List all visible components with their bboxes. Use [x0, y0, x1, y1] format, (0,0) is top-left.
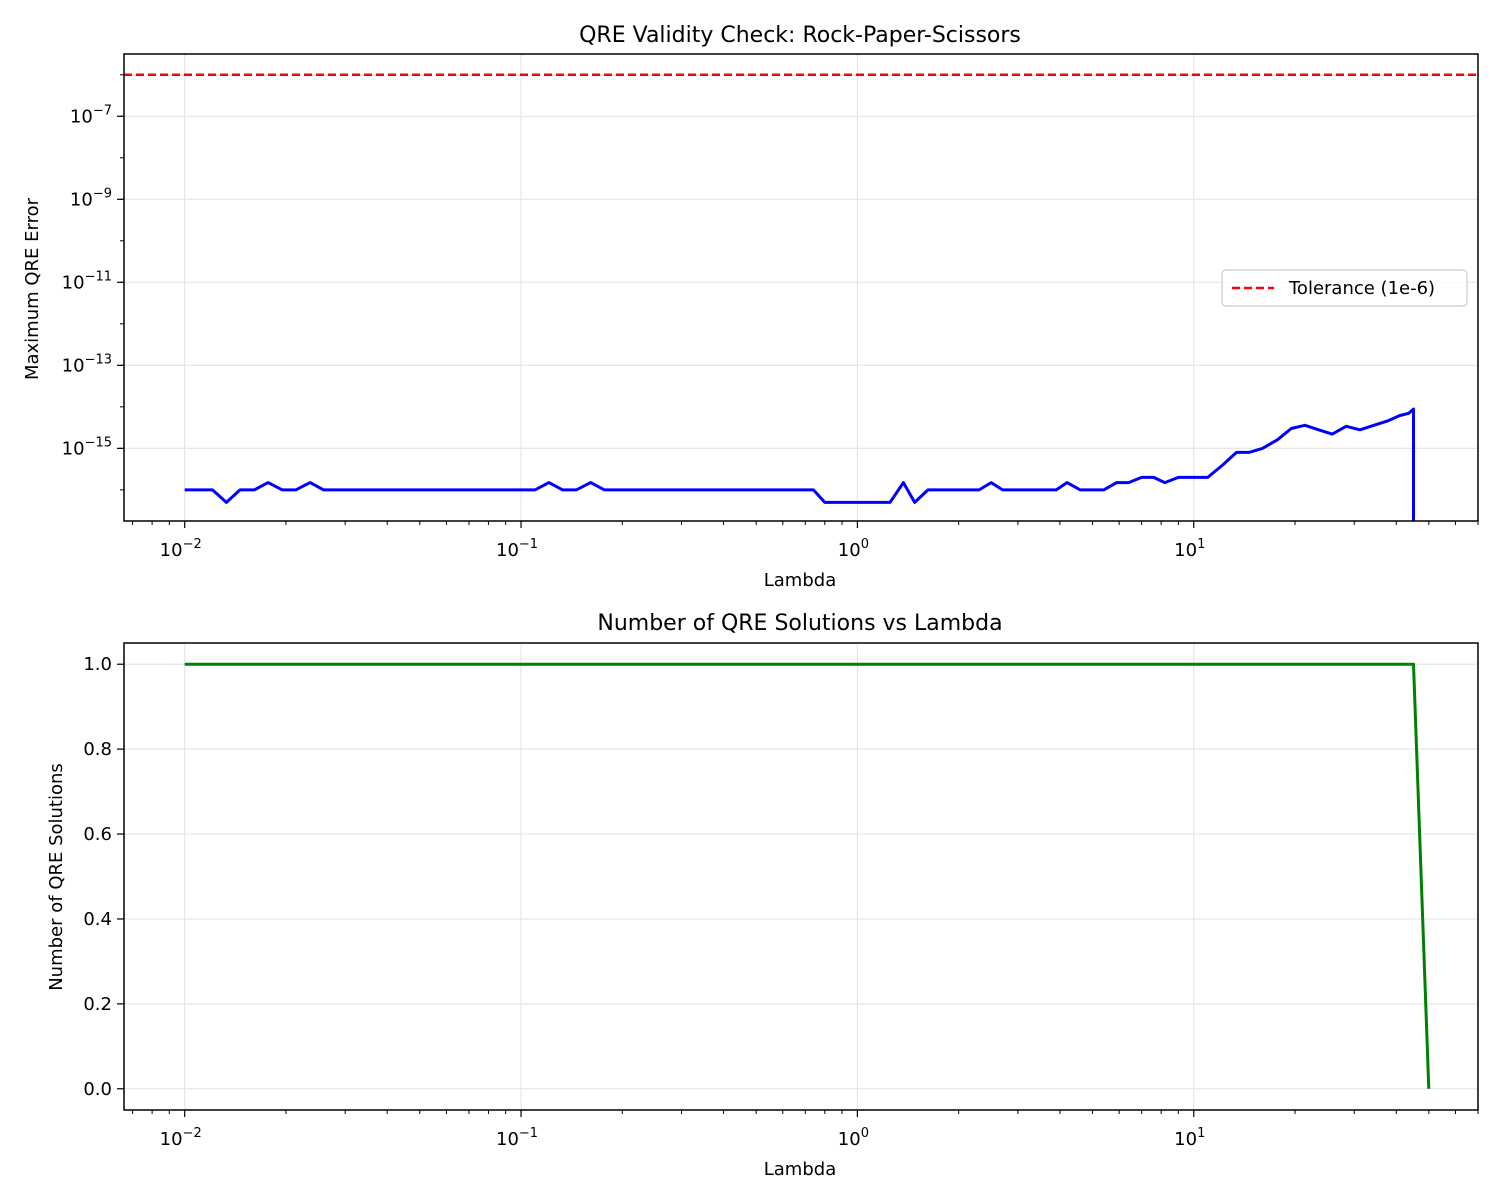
x-tick-label: 10−2 — [160, 537, 202, 561]
y-tick-label: 0.6 — [83, 824, 112, 845]
error-series-layer — [124, 73, 1478, 521]
x-tick-label: 101 — [1174, 537, 1205, 561]
solutions-grid — [124, 643, 1478, 1110]
solutions-x-axis-label: Lambda — [764, 1159, 836, 1180]
x-tick-label: 101 — [1174, 1126, 1205, 1150]
legend-box — [1221, 269, 1468, 307]
error-axis-ticks: 10−2 10−1 100 101 10−7 10−9 10−11 10−13 10−15 — [62, 74, 1479, 561]
solutions-plot-frame — [123, 642, 1479, 1111]
x-tick-label: 100 — [838, 537, 869, 561]
x-tick-label: 10−2 — [160, 1126, 202, 1150]
y-tick-label: 0.0 — [83, 1079, 112, 1100]
solutions-chart-title: Number of QRE Solutions vs Lambda — [597, 611, 1002, 636]
y-tick-label: 0.2 — [83, 994, 112, 1015]
x-tick-label: 100 — [838, 1126, 869, 1150]
error-y-axis-label: Maximum QRE Error — [22, 197, 43, 380]
error-subplot: QRE Validity Check: Rock-Paper-Scissors … — [22, 23, 1479, 591]
legend: Tolerance (1e-6) — [1221, 269, 1468, 307]
solutions-series-line — [184, 662, 1431, 1089]
solutions-y-axis-label: Number of QRE Solutions — [46, 763, 67, 991]
y-tick-label: 10−7 — [70, 103, 112, 127]
solutions-subplot: Number of QRE Solutions vs Lambda 10−2 10… — [46, 611, 1479, 1180]
y-tick-label: 10−11 — [62, 269, 112, 293]
error-chart-title: QRE Validity Check: Rock-Paper-Scissors — [579, 23, 1021, 48]
legend-tolerance-label: Tolerance (1e-6) — [1288, 278, 1435, 299]
solutions-axis-ticks: 10−2 10−1 100 101 0.0 0.2 0.4 0.6 0.8 1.0 — [83, 654, 1479, 1150]
y-tick-label: 0.8 — [83, 739, 112, 760]
error-series-line — [184, 407, 1415, 521]
y-tick-label: 10−13 — [62, 352, 112, 376]
error-x-axis-label: Lambda — [764, 570, 836, 591]
solutions-series-layer — [184, 662, 1431, 1089]
y-tick-label: 10−9 — [70, 186, 112, 210]
error-grid — [124, 54, 1478, 521]
x-tick-label: 10−1 — [496, 1126, 538, 1150]
y-tick-label: 10−15 — [62, 435, 112, 459]
y-tick-label: 1.0 — [83, 654, 112, 675]
error-plot-frame — [123, 53, 1479, 522]
y-tick-label: 0.4 — [83, 909, 112, 930]
x-tick-label: 10−1 — [496, 537, 538, 561]
